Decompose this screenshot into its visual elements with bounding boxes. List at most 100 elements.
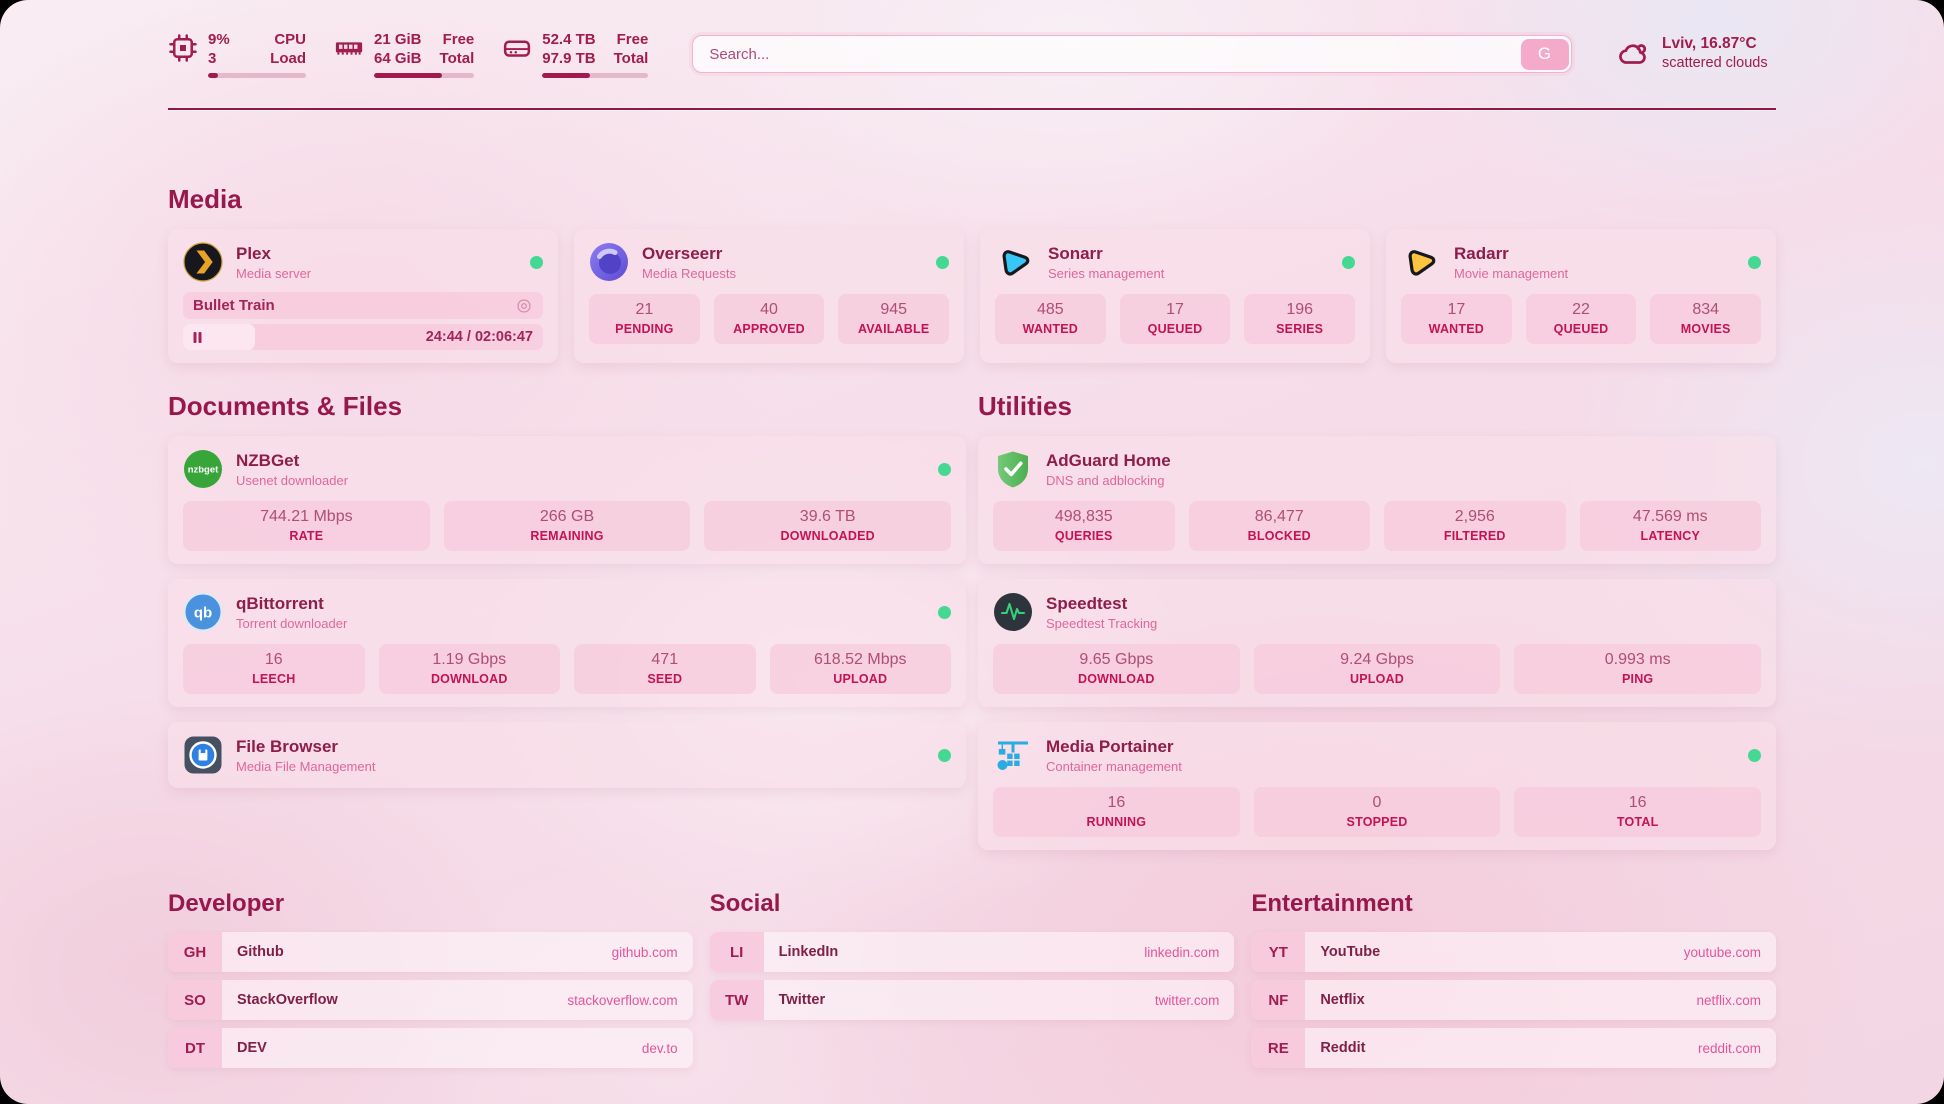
- bookmark-url: twitter.com: [1154, 992, 1220, 1008]
- qbittorrent-stat-download: 1.19 Gbps DOWNLOAD: [378, 644, 560, 695]
- bookmark-abbr: DT: [168, 1028, 222, 1069]
- svg-text:nzbget: nzbget: [188, 465, 219, 476]
- sonarr-stat-wanted: 485 WANTED: [995, 294, 1106, 345]
- bookmark-netflix[interactable]: NF Netflix netflix.com: [1251, 980, 1776, 1021]
- cpu-usage-label: CPU: [274, 31, 306, 48]
- bookmark-abbr: GH: [168, 932, 222, 973]
- memory-total-label: Total: [439, 50, 475, 68]
- search-box: G: [692, 35, 1572, 73]
- qbittorrent-link[interactable]: qb qBittorrent Torrent downloader: [183, 592, 951, 632]
- bookmark-linkedin[interactable]: LI LinkedIn linkedin.com: [709, 932, 1235, 973]
- sonarr-stat-queued: 17 QUEUED: [1119, 294, 1231, 345]
- weather-location-temp: Lviv, 16.87°C: [1662, 35, 1757, 52]
- bookmark-abbr: RE: [1251, 1028, 1306, 1069]
- playback-time: 24:44 / 02:06:47: [425, 329, 533, 346]
- nzbget-link[interactable]: nzbget NZBGet Usenet downloader: [183, 449, 951, 489]
- bookmark-abbr: NF: [1251, 980, 1306, 1021]
- disk-total-label: Total: [613, 50, 649, 68]
- radarr-card: Radarr Movie management 17 WANTED 22 QUEUE…: [1386, 229, 1776, 364]
- speedtest-card: Speedtest Speedtest Tracking 9.65 Gbps DO…: [978, 579, 1776, 708]
- adguard-stat-queries: 498,835 QUERIES: [993, 501, 1175, 552]
- section-title-entertainment: Entertainment: [1251, 890, 1413, 918]
- filebrowser-link[interactable]: File Browser Media File Management: [183, 735, 951, 775]
- plex-title: Plex: [236, 243, 271, 263]
- speedtest-stat-upload: 9.24 Gbps UPLOAD: [1253, 644, 1501, 695]
- radarr-link[interactable]: Radarr Movie management: [1401, 242, 1761, 282]
- sonarr-link[interactable]: Sonarr Series management: [995, 242, 1355, 282]
- bookmark-name: DEV: [237, 1040, 267, 1057]
- section-title-social: Social: [709, 890, 781, 918]
- plex-link[interactable]: Plex Media server: [183, 242, 543, 282]
- bookmark-youtube[interactable]: YT YouTube youtube.com: [1251, 932, 1776, 973]
- radarr-stat-movies: 834 MOVIES: [1650, 294, 1762, 345]
- plex-icon: [183, 242, 223, 282]
- plex-subtitle: Media server: [236, 266, 312, 282]
- nzbget-title: NZBGet: [236, 450, 300, 470]
- nzbget-stat-downloaded: 39.6 TB DOWNLOADED: [704, 501, 952, 552]
- portainer-link[interactable]: Media Portainer Container management: [993, 735, 1761, 775]
- bookmark-url: linkedin.com: [1144, 944, 1220, 960]
- section-title-utilities: Utilities: [978, 391, 1072, 422]
- sonarr-status-dot: [1342, 255, 1355, 269]
- section-title-media: Media: [168, 184, 242, 215]
- cpu-chip-icon: [169, 34, 197, 62]
- utilities-column: Utilities AdGuard Home DNS and adblockin…: [978, 391, 1776, 851]
- pause-icon[interactable]: [193, 331, 202, 343]
- disk-free-value: 52.4 TB: [542, 31, 596, 48]
- bookmark-twitter[interactable]: TW Twitter twitter.com: [709, 980, 1235, 1021]
- bookmark-reddit[interactable]: RE Reddit reddit.com: [1251, 1028, 1776, 1069]
- adguard-subtitle: DNS and adblocking: [1046, 473, 1165, 489]
- qbittorrent-title: qBittorrent: [236, 593, 324, 613]
- qbittorrent-subtitle: Torrent downloader: [236, 616, 348, 632]
- bookmark-url: netflix.com: [1696, 992, 1761, 1008]
- overseerr-status-dot: [936, 255, 949, 269]
- plex-status-dot: [530, 255, 543, 269]
- filebrowser-status-dot: [938, 748, 951, 762]
- speedtest-subtitle: Speedtest Tracking: [1046, 616, 1158, 632]
- overseerr-stat-approved: 40 APPROVED: [713, 294, 825, 345]
- portainer-title: Media Portainer: [1046, 736, 1174, 756]
- portainer-stat-running: 16 RUNNING: [993, 787, 1240, 838]
- portainer-card: Media Portainer Container management 16 R…: [978, 722, 1776, 851]
- bookmark-url: youtube.com: [1683, 944, 1761, 960]
- adguard-stat-filtered: 2,956 FILTERED: [1384, 501, 1566, 552]
- memory-free-value: 21 GiB: [374, 31, 422, 48]
- speedtest-link[interactable]: Speedtest Speedtest Tracking: [993, 592, 1761, 632]
- ram-icon: [335, 42, 363, 55]
- cpu-usage-value: 9%: [208, 31, 230, 48]
- search-input[interactable]: [693, 36, 1518, 72]
- google-search-button[interactable]: G: [1520, 38, 1569, 70]
- bookmark-stackoverflow[interactable]: SO StackOverflow stackoverflow.com: [168, 980, 693, 1021]
- filebrowser-subtitle: Media File Management: [236, 759, 376, 775]
- hard-drive-icon: [504, 40, 531, 57]
- qbittorrent-stat-seed: 471 SEED: [574, 644, 756, 695]
- section-title-developer: Developer: [168, 890, 285, 918]
- portainer-subtitle: Container management: [1046, 759, 1182, 775]
- bookmark-abbr: LI: [709, 932, 764, 973]
- radarr-title: Radarr: [1454, 243, 1509, 263]
- plex-now-playing: Bullet Train: [183, 292, 543, 320]
- overseerr-icon: [590, 243, 628, 282]
- overseerr-subtitle: Media Requests: [642, 266, 736, 282]
- radarr-icon: [1408, 250, 1436, 276]
- svg-text:qb: qb: [194, 605, 212, 622]
- bookmark-url: stackoverflow.com: [567, 992, 678, 1008]
- sonarr-icon: [1002, 250, 1030, 276]
- qbittorrent-card: qb qBittorrent Torrent downloader 16 LEEC…: [168, 579, 966, 708]
- nzbget-stat-remaining: 266 GB REMAINING: [443, 501, 691, 552]
- bookmark-abbr: YT: [1251, 932, 1306, 973]
- bookmark-github[interactable]: GH Github github.com: [168, 932, 693, 973]
- cpu-load-value: 3: [208, 50, 217, 68]
- bookmark-dev[interactable]: DT DEV dev.to: [168, 1028, 693, 1069]
- adguard-card: AdGuard Home DNS and adblocking 498,835 Q…: [978, 436, 1776, 565]
- bookmark-url: reddit.com: [1697, 1040, 1761, 1056]
- bookmark-name: Netflix: [1320, 992, 1365, 1009]
- overseerr-link[interactable]: Overseerr Media Requests: [589, 242, 949, 282]
- video-session-icon: [517, 299, 531, 313]
- adguard-link[interactable]: AdGuard Home DNS and adblocking: [993, 449, 1761, 489]
- speedtest-stat-download: 9.65 Gbps DOWNLOAD: [993, 644, 1240, 695]
- speedtest-title: Speedtest: [1046, 593, 1128, 613]
- nzbget-icon: nzbget: [184, 450, 222, 489]
- bookmark-url: github.com: [611, 944, 678, 960]
